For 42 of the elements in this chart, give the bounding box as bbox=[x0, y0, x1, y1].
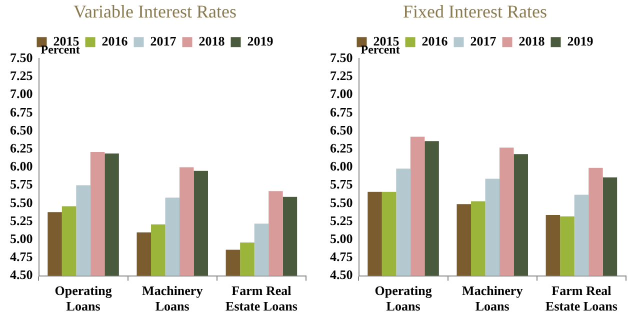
y-tick-label: 6.25 bbox=[330, 140, 354, 156]
y-tick-label: 5.50 bbox=[10, 194, 33, 210]
y-tick-label: 7.00 bbox=[10, 86, 33, 102]
legend-label: 2016 bbox=[102, 33, 128, 48]
y-tick-label: 7.50 bbox=[330, 50, 353, 65]
y-tick-label: 6.00 bbox=[10, 158, 33, 174]
y-tick-label: 7.25 bbox=[10, 68, 34, 84]
y-tick-label: 5.75 bbox=[330, 176, 354, 192]
y-tick-label: 6.00 bbox=[330, 158, 353, 174]
y-tick-label: 6.75 bbox=[10, 104, 34, 120]
y-tick-label: 5.75 bbox=[10, 176, 34, 192]
chart-title: Fixed Interest Rates bbox=[403, 2, 547, 22]
x-tick-label: Operating Loans bbox=[54, 282, 112, 314]
y-tick-label: 6.50 bbox=[10, 122, 33, 138]
y-tick-label: 5.25 bbox=[330, 212, 354, 228]
y-tick-label: 5.00 bbox=[330, 230, 353, 246]
legend-label: 2017 bbox=[150, 33, 177, 48]
y-tick-label: 6.25 bbox=[10, 140, 34, 156]
y-tick-label: 5.50 bbox=[330, 194, 353, 210]
y-tick-label: 6.75 bbox=[330, 104, 354, 120]
legend-label: 2016 bbox=[422, 33, 448, 48]
legend-label: 2018 bbox=[198, 33, 226, 48]
y-tick-label: 5.25 bbox=[10, 212, 34, 228]
legend-label: 2018 bbox=[518, 33, 546, 48]
x-tick-label: Farm Real Estate Loans bbox=[226, 282, 298, 314]
y-tick-label: 7.25 bbox=[330, 68, 354, 84]
y-tick-label: 4.50 bbox=[330, 267, 353, 282]
legend-label: 2019 bbox=[247, 33, 274, 48]
y-tick-label: 6.50 bbox=[330, 122, 353, 138]
x-tick-label: Farm Real Estate Loans bbox=[546, 282, 618, 314]
y-tick-label: 7.00 bbox=[330, 86, 353, 102]
x-tick-label: Operating Loans bbox=[374, 282, 432, 314]
x-tick-label: Machinery Loans bbox=[142, 282, 204, 314]
legend-label: 2017 bbox=[470, 33, 497, 48]
y-tick-label: 4.75 bbox=[330, 249, 354, 264]
legend-label: 2019 bbox=[567, 33, 594, 48]
y-tick-label: 5.00 bbox=[10, 230, 33, 246]
y-tick-label: 7.50 bbox=[10, 50, 33, 65]
x-tick-label: Machinery Loans bbox=[462, 282, 524, 314]
y-tick-label: 4.50 bbox=[10, 267, 33, 282]
y-tick-label: 4.75 bbox=[10, 249, 34, 264]
chart-title: Variable Interest Rates bbox=[74, 2, 236, 22]
